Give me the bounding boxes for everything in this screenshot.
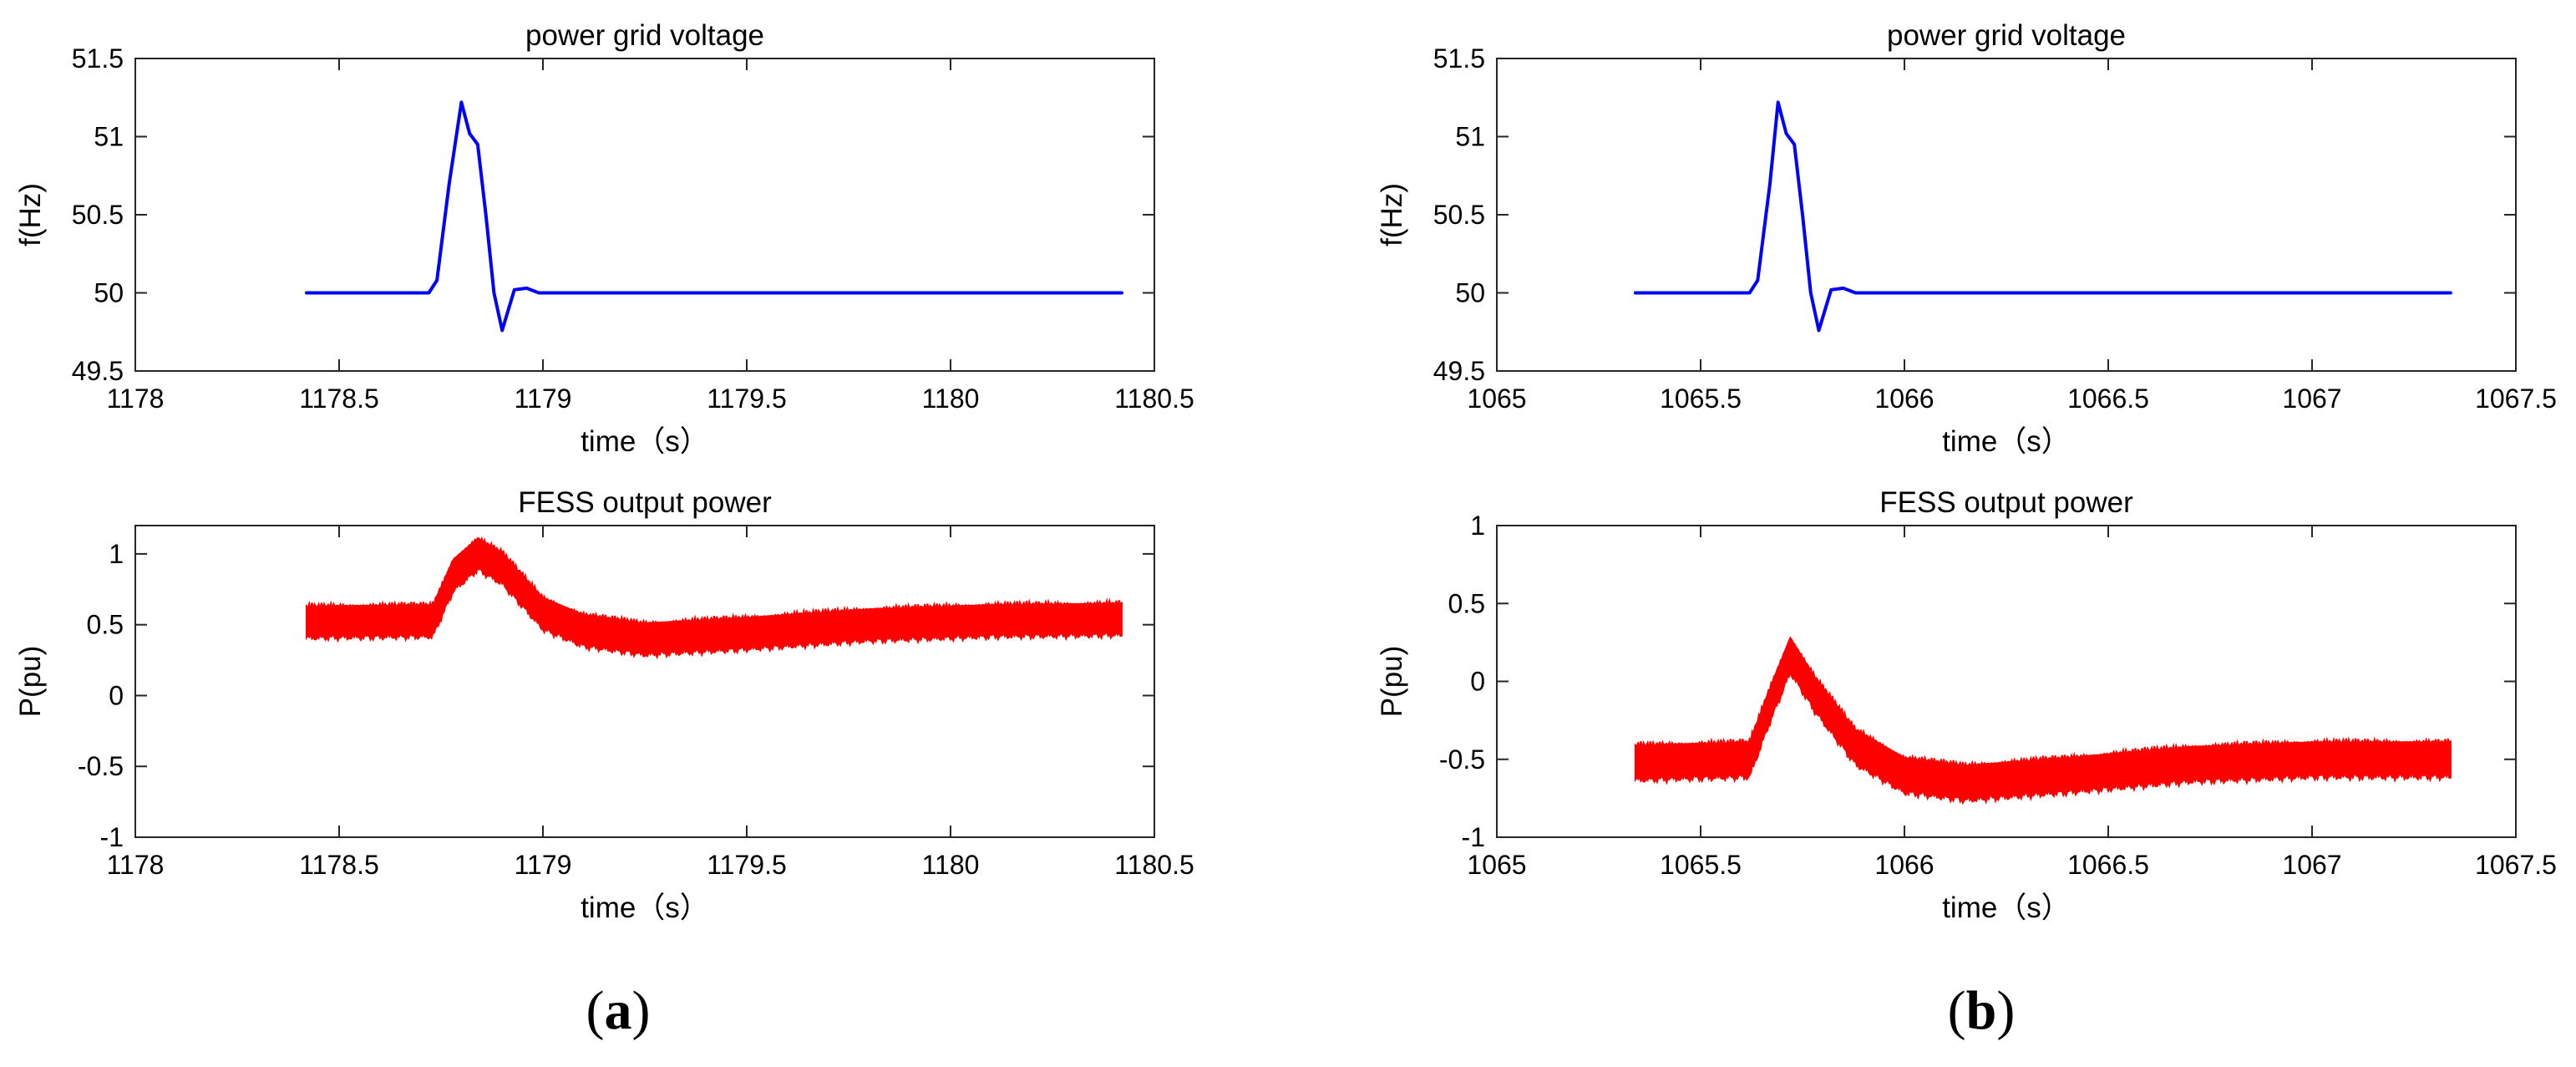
x-tick-label: 1179	[515, 384, 572, 414]
x-tick-label: 1066.5	[2067, 384, 2149, 414]
y-tick-label: 0.5	[1448, 588, 1485, 618]
y-tick-label: 1	[109, 539, 124, 569]
x-tick-label: 1178	[107, 850, 165, 880]
series-band-0	[306, 536, 1123, 660]
x-tick-label: 1067.5	[2475, 850, 2557, 880]
x-tick-label: 1065.5	[1660, 384, 1742, 414]
y-tick-label: 0	[109, 680, 124, 710]
x-axis-label: time（s）	[581, 892, 709, 924]
x-axis-label: time（s）	[1942, 892, 2071, 924]
y-tick-label: -1	[100, 822, 124, 852]
x-tick-label: 1180.5	[1114, 850, 1194, 880]
y-tick-label: 51.5	[72, 43, 124, 74]
x-tick-label: 1067	[2282, 850, 2341, 880]
y-tick-label: 49.5	[1433, 356, 1485, 386]
x-tick-label: 1179.5	[707, 384, 787, 414]
chart-title: FESS output power	[1879, 486, 2133, 519]
x-tick-label: 1180	[922, 850, 980, 880]
chart-a-power: 1178 1178.5 1179 1179.5 1180 1180.5 -1 -0.5 0 0.5…	[14, 486, 1194, 924]
plot-frame	[134, 58, 1155, 372]
y-tick-label: 49.5	[72, 356, 124, 386]
y-tick-label: 50	[1455, 278, 1485, 308]
panel-label-b: (b)	[1947, 980, 2016, 1041]
series-line-0	[1633, 100, 2452, 333]
chart-b-power: 1065 1065.5 1066 1066.5 1067 1067.5 -1 -0.5 0 0.5…	[1376, 486, 2557, 924]
panel-label-a: (a)	[586, 980, 651, 1041]
series-line-0	[305, 100, 1123, 333]
y-tick-label: 50	[94, 278, 124, 308]
x-axis-label: time（s）	[581, 425, 709, 458]
y-tick-label: -1	[1462, 822, 1485, 852]
plot-frame	[1496, 58, 2517, 372]
y-axis-label: P(pu)	[1376, 646, 1408, 718]
x-tick-label: 1179.5	[707, 850, 787, 880]
x-tick-label: 1180	[922, 384, 980, 414]
x-tick-label: 1065	[1467, 850, 1526, 880]
y-tick-label: 50.5	[72, 200, 124, 230]
x-tick-label: 1066	[1874, 384, 1934, 414]
chart-b-frequency: 1065 1065.5 1066 1066.5 1067 1067.5 49.5 50 50.5…	[1376, 19, 2557, 458]
y-axis-label: P(pu)	[14, 646, 47, 718]
x-tick-label: 1178	[107, 384, 165, 414]
y-tick-label: 0	[1470, 667, 1485, 697]
chart-title: FESS output power	[518, 486, 772, 519]
x-tick-label: 1178.5	[299, 384, 379, 414]
y-axis-label: f(Hz)	[1376, 183, 1408, 246]
y-tick-label: -0.5	[1439, 744, 1485, 775]
x-tick-label: 1065	[1467, 384, 1526, 414]
x-tick-label: 1066.5	[2067, 850, 2149, 880]
y-tick-label: 1	[1470, 511, 1485, 541]
series-band-0	[1634, 636, 2452, 805]
chart-title: power grid voltage	[1887, 19, 2126, 52]
x-tick-label: 1179	[515, 850, 572, 880]
y-tick-label: 51	[94, 122, 124, 152]
chart-a-frequency: 1178 1178.5 1179 1179.5 1180 1180.5 49.5 50 50.5…	[14, 19, 1194, 458]
y-tick-label: -0.5	[78, 751, 124, 781]
plot-frame	[134, 525, 1155, 838]
x-tick-label: 1067	[2282, 384, 2341, 414]
x-tick-label: 1065.5	[1660, 850, 1742, 880]
y-tick-label: 51	[1455, 122, 1485, 152]
y-tick-label: 51.5	[1433, 43, 1485, 74]
y-axis-label: f(Hz)	[14, 183, 47, 246]
y-tick-label: 50.5	[1433, 200, 1485, 230]
chart-title: power grid voltage	[525, 19, 764, 52]
y-tick-label: 0.5	[87, 610, 124, 640]
x-tick-label: 1178.5	[299, 850, 379, 880]
x-tick-label: 1180.5	[1114, 384, 1194, 414]
x-tick-label: 1067.5	[2475, 384, 2557, 414]
x-axis-label: time（s）	[1942, 425, 2071, 458]
x-tick-label: 1066	[1874, 850, 1934, 880]
